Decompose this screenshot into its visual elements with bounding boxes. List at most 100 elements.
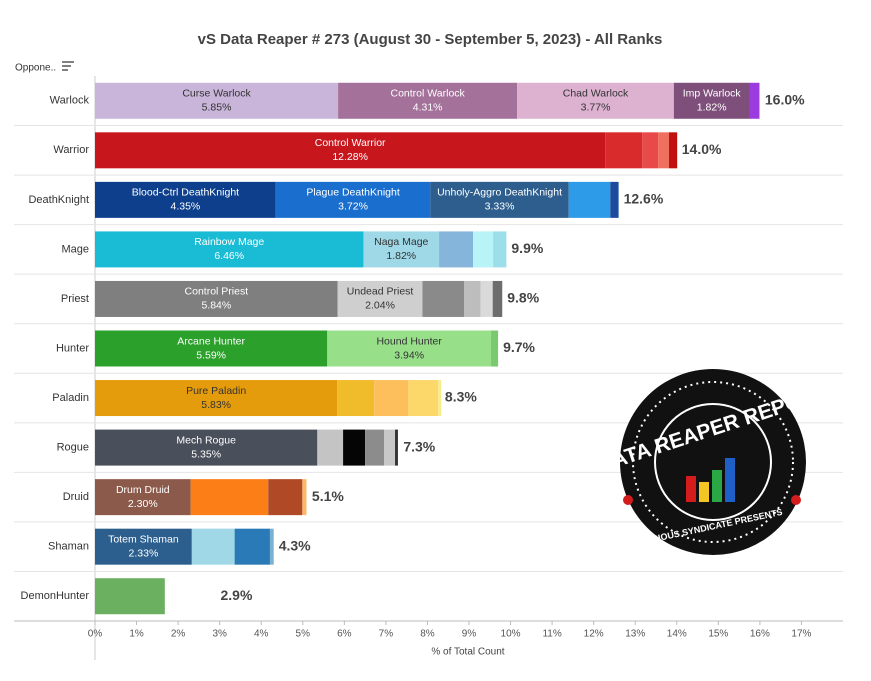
bar-segment bbox=[338, 82, 518, 119]
segment-name: Hound Hunter bbox=[376, 335, 442, 347]
x-tick-label: 6% bbox=[337, 629, 352, 640]
segment-value-label: 3.77% bbox=[581, 102, 611, 114]
total-label: 9.9% bbox=[511, 240, 543, 256]
x-tick-label: 15% bbox=[708, 629, 728, 640]
bar-segment bbox=[268, 479, 303, 516]
total-label: 9.8% bbox=[507, 290, 539, 306]
total-label: 4.3% bbox=[279, 537, 311, 553]
x-tick-label: 3% bbox=[212, 629, 227, 640]
total-label: 5.1% bbox=[312, 488, 344, 504]
bar-segment bbox=[749, 82, 760, 119]
bar-segment bbox=[473, 231, 494, 268]
y-tick-label: Warlock bbox=[50, 95, 90, 107]
segment-value-label: 4.31% bbox=[413, 102, 443, 114]
segment-name: Drum Druid bbox=[116, 484, 170, 496]
segment-value-label: 5.83% bbox=[201, 399, 231, 411]
x-tick-label: 10% bbox=[501, 629, 521, 640]
segment-name: Mech Rogue bbox=[176, 434, 236, 446]
x-tick-label: 4% bbox=[254, 629, 269, 640]
y-tick-label: Hunter bbox=[56, 342, 89, 354]
segment-name: Naga Mage bbox=[374, 236, 428, 248]
segment-value-label: 5.35% bbox=[191, 448, 221, 460]
y-tick-label: Druid bbox=[63, 491, 89, 503]
bar-segment bbox=[269, 528, 274, 565]
segment-value-label: 2.33% bbox=[129, 547, 159, 559]
bar-segment bbox=[337, 280, 423, 317]
bar-segment bbox=[610, 181, 619, 218]
segment-name: Unholy-Aggro DeathKnight bbox=[437, 187, 562, 199]
bar-segment bbox=[642, 132, 659, 169]
total-label: 8.3% bbox=[445, 389, 477, 405]
x-tick-label: 8% bbox=[420, 629, 435, 640]
total-label: 9.7% bbox=[503, 339, 535, 355]
segment-value-label: 6.46% bbox=[214, 250, 244, 262]
segment-name: Chad Warlock bbox=[563, 88, 629, 100]
bar-segment bbox=[95, 181, 276, 218]
bar-segment bbox=[95, 231, 364, 268]
bar-segment bbox=[374, 380, 409, 417]
y-tick-label: Mage bbox=[61, 243, 89, 255]
total-label: 12.6% bbox=[624, 191, 664, 207]
bar-segment bbox=[365, 429, 385, 466]
segment-value-label: 5.59% bbox=[196, 349, 226, 361]
bar-segment bbox=[190, 479, 269, 516]
segment-value-label: 4.35% bbox=[170, 201, 200, 213]
bar-segment bbox=[317, 429, 344, 466]
total-label: 14.0% bbox=[682, 141, 722, 157]
segment-value-label: 5.85% bbox=[202, 102, 232, 114]
segment-name: Pure Paladin bbox=[186, 385, 246, 397]
segment-value-label: 3.33% bbox=[485, 201, 515, 213]
chart-title: vS Data Reaper # 273 (August 30 - Septem… bbox=[198, 31, 663, 48]
bar-segment bbox=[95, 429, 318, 466]
bar-segment bbox=[191, 528, 235, 565]
axis-header[interactable]: Oppone.. bbox=[15, 63, 56, 74]
bar-segment bbox=[337, 380, 375, 417]
bar-segment bbox=[95, 528, 192, 565]
bar-segment bbox=[605, 132, 643, 169]
segment-name: Control Warlock bbox=[391, 88, 466, 100]
bar-segment bbox=[95, 132, 606, 169]
logo: DATA REAPER REPORT VICIOUS SYNDICATE PRE… bbox=[594, 369, 831, 555]
total-label: 16.0% bbox=[765, 91, 805, 107]
total-label: 2.9% bbox=[221, 587, 253, 603]
segment-value-label: 2.04% bbox=[365, 300, 395, 312]
bar-segment bbox=[234, 528, 270, 565]
bar-segment bbox=[658, 132, 669, 169]
y-tick-label: Shaman bbox=[48, 541, 89, 553]
bar-segment bbox=[673, 82, 750, 119]
bar-segment bbox=[95, 330, 328, 367]
segment-name: Rainbow Mage bbox=[194, 236, 264, 248]
bar-segment bbox=[95, 578, 165, 615]
bar-segment bbox=[95, 280, 338, 317]
segment-name: Control Warrior bbox=[315, 137, 386, 149]
x-tick-label: 9% bbox=[462, 629, 477, 640]
bar-segment bbox=[95, 479, 191, 516]
x-tick-label: 11% bbox=[542, 629, 561, 640]
bar-segment bbox=[430, 181, 569, 218]
bar-segment bbox=[395, 429, 398, 466]
segment-name: Curse Warlock bbox=[182, 88, 251, 100]
x-tick-label: 16% bbox=[750, 629, 770, 640]
total-label: 7.3% bbox=[403, 438, 435, 454]
bar-segment bbox=[95, 82, 339, 119]
x-tick-label: 12% bbox=[584, 629, 604, 640]
bar-segment bbox=[568, 181, 611, 218]
bar-segment bbox=[343, 429, 366, 466]
x-tick-label: 0% bbox=[88, 629, 103, 640]
segment-name: Arcane Hunter bbox=[177, 335, 245, 347]
bar-segment bbox=[493, 231, 507, 268]
bar-segment bbox=[464, 280, 481, 317]
bar-segment bbox=[95, 380, 338, 417]
y-tick-label: DemonHunter bbox=[21, 590, 90, 602]
x-tick-label: 7% bbox=[379, 629, 394, 640]
y-tick-label: DeathKnight bbox=[28, 194, 89, 206]
segment-name: Totem Shaman bbox=[108, 533, 179, 545]
sort-icon[interactable] bbox=[62, 61, 74, 71]
segment-name: Undead Priest bbox=[347, 286, 414, 298]
bar-segment bbox=[480, 280, 493, 317]
segment-value-label: 1.82% bbox=[697, 102, 727, 114]
segment-value-label: 2.30% bbox=[128, 498, 158, 510]
segment-value-label: 12.28% bbox=[332, 151, 368, 163]
x-tick-label: 17% bbox=[791, 629, 811, 640]
y-tick-label: Priest bbox=[61, 293, 89, 305]
